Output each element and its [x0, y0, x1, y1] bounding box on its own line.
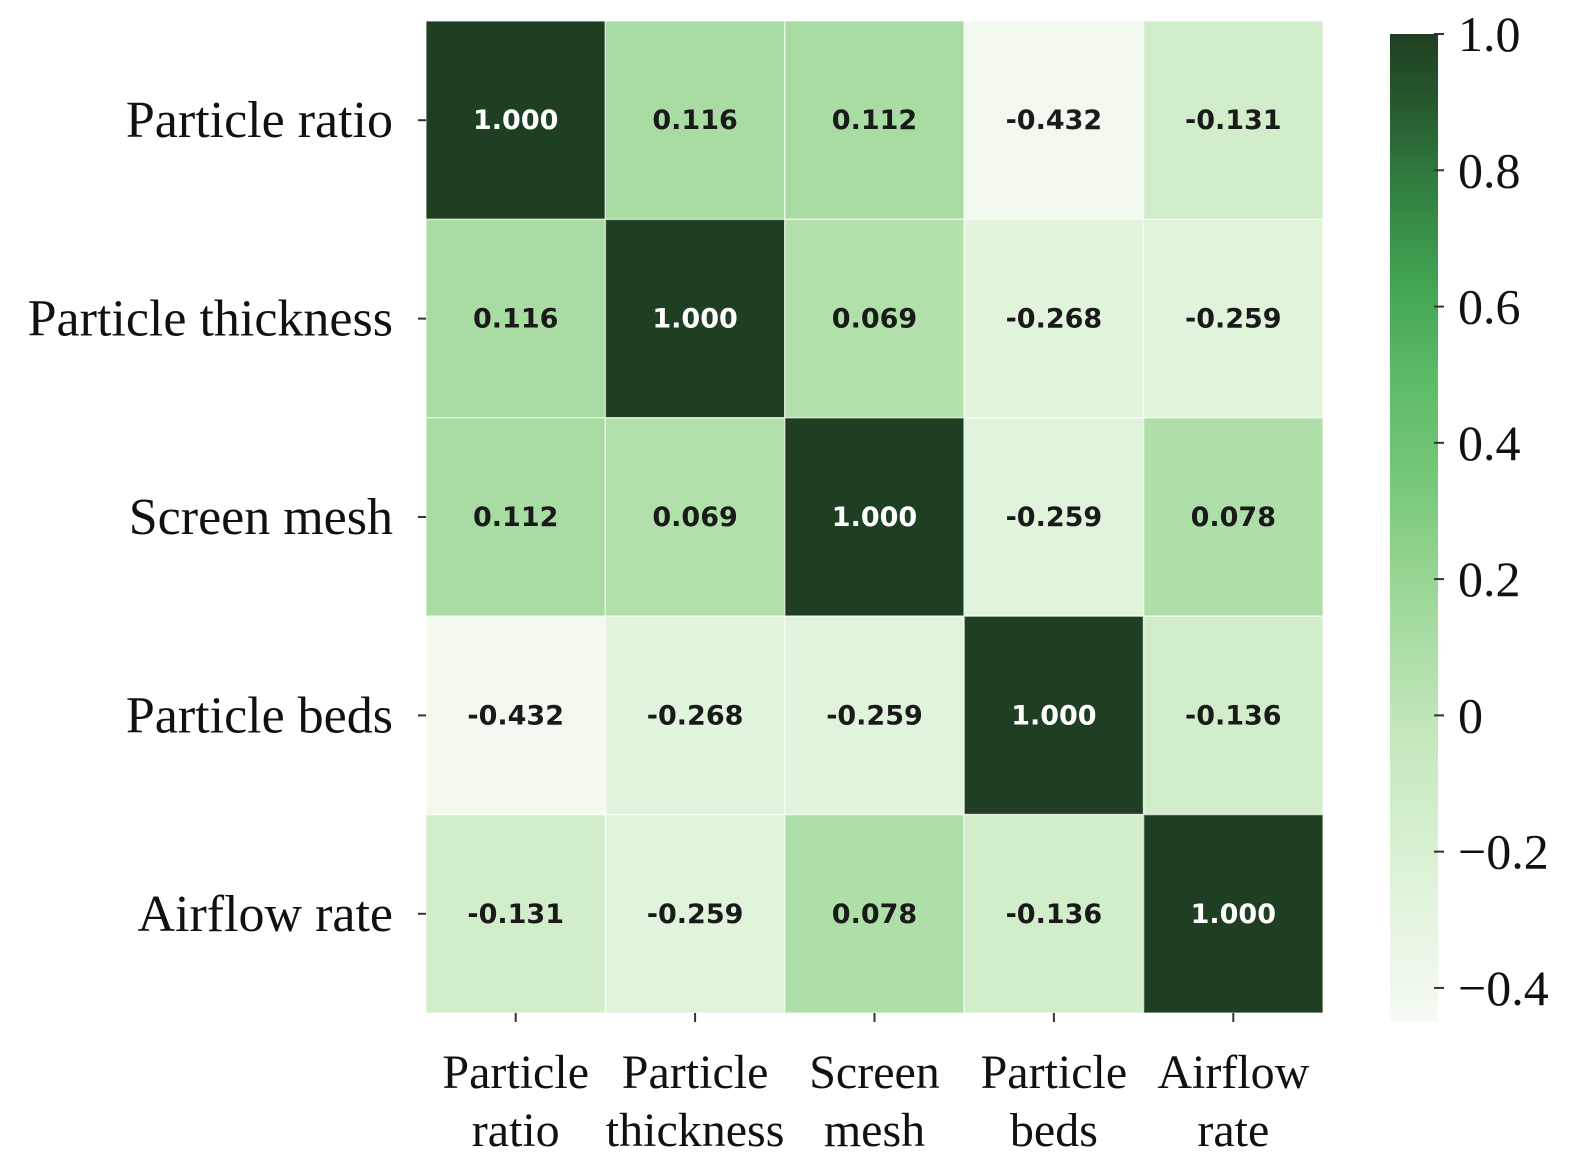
cell-value-label: 1.000: [473, 105, 558, 136]
heatmap-cell: [963, 615, 1145, 816]
colorbar-tick-label: 0.6: [1458, 279, 1521, 335]
cell-value-label: 1.000: [1011, 700, 1096, 731]
row-label: Screen mesh: [129, 489, 393, 546]
colorbar-gradient: [1390, 34, 1438, 1022]
heatmap-cell: [1142, 417, 1324, 617]
column-labels: ParticleratioParticlethicknessScreenmesh…: [442, 1013, 1310, 1157]
cell-value-label: 0.116: [473, 304, 558, 335]
heatmap-cell: [963, 417, 1145, 617]
cell-value-label: 1.000: [652, 304, 737, 335]
cell-value-label: -0.268: [1006, 304, 1103, 335]
column-label: Particle: [622, 1046, 769, 1099]
cell-value-label: 0.112: [832, 105, 917, 136]
cell-value-label: -0.259: [1006, 502, 1103, 533]
row-labels: Particle ratio Particle thickness Screen m…: [28, 92, 426, 943]
heatmap-cell: [1142, 615, 1324, 816]
column-label: beds: [1010, 1104, 1098, 1157]
heatmap-cell: [425, 218, 607, 419]
heatmap-cell: [604, 813, 786, 1014]
row-label: Particle ratio: [126, 92, 393, 149]
cell-value-label: 0.069: [832, 304, 917, 335]
heatmap-cell: [1142, 20, 1324, 221]
cell-value-label: 1.000: [1191, 899, 1276, 930]
colorbar-tick-label: 0.4: [1458, 415, 1521, 471]
column-label: ratio: [472, 1104, 560, 1157]
cell-value-label: -0.432: [1006, 105, 1103, 136]
cell-value-label: -0.136: [1006, 899, 1103, 930]
column-label: Particle: [981, 1046, 1128, 1099]
row-label: Airflow rate: [137, 886, 393, 943]
row-label: Particle beds: [126, 687, 393, 744]
colorbar-tick-label: −0.2: [1458, 824, 1549, 880]
colorbar-tick-label: −0.4: [1458, 960, 1549, 1016]
cell-value-label: 1.000: [832, 502, 917, 533]
cell-value-label: 0.078: [1191, 502, 1276, 533]
colorbar-tick-label: 0.2: [1458, 551, 1521, 607]
cell-value-label: 0.112: [473, 502, 558, 533]
cell-value-label: 0.069: [652, 502, 737, 533]
column-label: Airflow: [1157, 1046, 1309, 1099]
heatmap-cells: 1.000 0.116 0.112 -0.432 -0.131 0.116 1.000 0.0…: [425, 20, 1324, 1014]
cell-value-label: -0.268: [647, 700, 744, 731]
colorbar-tick-label: 0.8: [1458, 142, 1521, 198]
heatmap-cell: [784, 813, 965, 1014]
cell-value-label: -0.136: [1185, 700, 1282, 731]
heatmap-cell: [1142, 218, 1324, 419]
cell-value-label: 0.116: [652, 105, 737, 136]
colorbar-tick-label: 1.0: [1458, 6, 1521, 62]
heatmap-cell: [1142, 813, 1324, 1014]
cell-value-label: -0.259: [1185, 304, 1282, 335]
cell-value-label: 0.078: [832, 899, 917, 930]
heatmap-cell: [604, 615, 786, 816]
column-label: thickness: [606, 1104, 785, 1157]
heatmap-cell: [425, 20, 607, 221]
cell-value-label: -0.131: [467, 899, 564, 930]
heatmap-cell: [604, 417, 786, 617]
cell-value-label: -0.131: [1185, 105, 1282, 136]
cell-value-label: -0.259: [647, 899, 744, 930]
heatmap-cell: [784, 218, 965, 419]
column-label: rate: [1197, 1104, 1269, 1157]
cell-value-label: -0.432: [467, 700, 564, 731]
row-label: Particle thickness: [28, 291, 393, 348]
heatmap-cell: [784, 417, 965, 617]
heatmap-cell: [963, 20, 1145, 221]
column-label: Particle: [442, 1046, 589, 1099]
colorbar-tick-label: 0: [1458, 687, 1483, 743]
colorbar: 1.0 0.8 0.6 0.4 0.2 0 −0.2 −0.4: [1390, 6, 1549, 1022]
heatmap-cell: [604, 20, 786, 221]
heatmap-cell: [425, 813, 607, 1014]
heatmap-cell: [784, 615, 965, 816]
heatmap-cell: [784, 20, 965, 221]
column-label: Screen: [809, 1046, 940, 1099]
column-label: mesh: [824, 1104, 925, 1157]
cell-value-label: -0.259: [826, 700, 923, 731]
